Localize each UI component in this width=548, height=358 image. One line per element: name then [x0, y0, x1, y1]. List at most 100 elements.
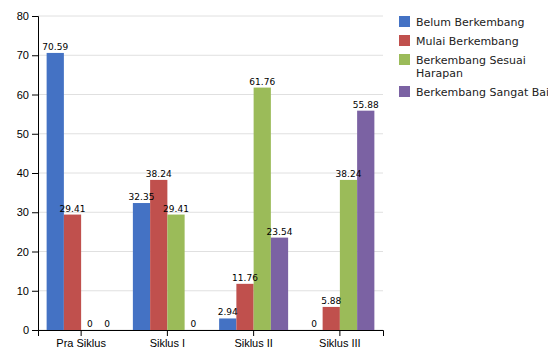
- bar: [219, 318, 236, 330]
- data-label: 32.35: [129, 192, 155, 202]
- x-axis: Pra Siklus Siklus I Siklus II Siklus III: [39, 330, 384, 349]
- y-tick: 60: [17, 89, 38, 101]
- y-tick-mark: [32, 252, 38, 253]
- y-tick: 40: [17, 167, 38, 179]
- x-tick: Siklus I: [150, 330, 185, 349]
- bar: [167, 215, 184, 330]
- data-label: 23.54: [267, 227, 293, 237]
- data-label: 0: [104, 319, 110, 329]
- bar: [357, 111, 374, 330]
- y-tick: 10: [17, 285, 38, 297]
- x-tick-mark: [167, 330, 168, 336]
- grid-line: [38, 173, 383, 174]
- y-tick-mark: [32, 16, 38, 17]
- grid: [38, 16, 383, 330]
- bar: [271, 238, 288, 330]
- data-label: 5.88: [321, 296, 341, 306]
- x-tick-label: Siklus II: [234, 337, 273, 349]
- legend-label: Berkembang SesuaiHarapan: [416, 54, 526, 80]
- y-tick-mark: [32, 134, 38, 135]
- bar: [98, 330, 115, 331]
- legend-label: Berkembang Sangat Baik: [416, 86, 548, 99]
- bar: [340, 180, 357, 330]
- bar: [47, 53, 64, 330]
- y-tick-mark: [32, 212, 38, 213]
- y-tick-label: 70: [17, 49, 29, 61]
- y-tick: 50: [17, 128, 38, 140]
- data-label: 70.59: [42, 42, 68, 52]
- bar: [323, 307, 340, 330]
- y-tick-label: 30: [17, 206, 29, 218]
- legend-label-line: Harapan: [416, 67, 463, 80]
- grid-line: [38, 133, 383, 134]
- x-tick-mark: [81, 330, 82, 336]
- x-tick-mark: [339, 330, 340, 336]
- y-tick: 0: [23, 324, 38, 336]
- y-tick-mark: [32, 55, 38, 56]
- legend-swatch: [399, 16, 410, 27]
- data-label: 29.41: [60, 204, 86, 214]
- grid-line: [38, 290, 383, 291]
- x-axis-line: [39, 331, 384, 337]
- data-label: 61.76: [249, 77, 275, 87]
- legend-label: Belum Berkembang: [416, 16, 525, 29]
- bar-series: [64, 180, 340, 330]
- legend: Belum Berkembang Mulai Berkembang Berkemba…: [399, 16, 548, 99]
- x-tick: Siklus III: [319, 330, 361, 349]
- bar-series: [47, 53, 237, 330]
- y-tick-label: 80: [17, 10, 29, 22]
- legend-item: Belum Berkembang: [399, 16, 525, 29]
- data-label: 2.94: [218, 307, 238, 317]
- y-tick-mark: [32, 330, 38, 331]
- legend-swatch: [399, 35, 410, 46]
- y-tick: 30: [17, 206, 38, 218]
- y-tick-label: 60: [17, 89, 29, 101]
- legend-label-line: Belum Berkembang: [416, 16, 525, 29]
- x-tick-label: Siklus III: [319, 337, 361, 349]
- grid-line: [38, 212, 383, 213]
- legend-item: Berkembang Sangat Baik: [399, 86, 548, 99]
- y-tick: 20: [17, 246, 38, 258]
- data-label: 38.24: [336, 169, 362, 179]
- bar: [254, 88, 271, 330]
- x-tick-mark: [253, 330, 254, 336]
- y-tick-mark: [32, 95, 38, 96]
- data-label: 38.24: [146, 169, 172, 179]
- grid-line: [38, 251, 383, 252]
- bar: [150, 180, 167, 330]
- x-tick: Pra Siklus: [56, 330, 106, 349]
- legend-swatch: [399, 86, 410, 97]
- data-label: 0: [87, 319, 93, 329]
- legend-label-line: Berkembang Sangat Baik: [416, 86, 548, 99]
- y-tick: 80: [17, 10, 38, 22]
- bar: [305, 330, 322, 331]
- bar: [64, 215, 81, 330]
- legend-item: Berkembang SesuaiHarapan: [399, 54, 526, 80]
- bar-series: [167, 88, 357, 330]
- bar: [185, 330, 202, 331]
- data-label: 29.41: [163, 204, 189, 214]
- bar-series: [271, 111, 375, 330]
- bar: [133, 203, 150, 330]
- y-tick-label: 50: [17, 128, 29, 140]
- legend-item: Mulai Berkembang: [399, 35, 519, 48]
- bars: [47, 53, 375, 330]
- y-tick: 70: [17, 49, 38, 61]
- grid-line: [38, 94, 383, 95]
- data-label: 0: [311, 319, 317, 329]
- data-label: 0: [190, 319, 196, 329]
- x-tick: Siklus II: [234, 330, 273, 349]
- data-labels: 70.59 32.35 2.94 0 29.41 38.24 11.76 5.88 0 29.41…: [42, 42, 379, 329]
- bar: [236, 284, 253, 330]
- y-axis: 0 10 20 30 40 50 60 70 80: [17, 10, 39, 336]
- legend-label: Mulai Berkembang: [416, 35, 519, 48]
- legend-label-line: Berkembang Sesuai: [416, 54, 526, 67]
- chart: 70.59 32.35 2.94 0 29.41 38.24 11.76 5.88 0 29.41…: [0, 0, 548, 358]
- y-tick-label: 10: [17, 285, 29, 297]
- legend-swatch: [399, 54, 410, 65]
- legend-label-line: Mulai Berkembang: [416, 35, 519, 48]
- y-axis-line: [32, 17, 39, 331]
- y-tick-label: 20: [17, 246, 29, 258]
- bar: [81, 330, 98, 331]
- data-label: 11.76: [232, 273, 258, 283]
